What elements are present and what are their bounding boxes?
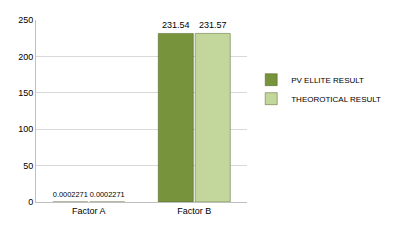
svg-text:231.54: 231.54 [162, 20, 190, 30]
svg-text:0.0002271: 0.0002271 [90, 190, 125, 199]
svg-text:100: 100 [18, 124, 33, 134]
svg-text:Factor B: Factor B [177, 206, 211, 216]
svg-text:200: 200 [18, 52, 33, 62]
svg-text:PV ELLITE RESULT: PV ELLITE RESULT [291, 76, 364, 85]
svg-text:231.57: 231.57 [199, 20, 227, 30]
svg-text:0.0002271: 0.0002271 [53, 190, 88, 199]
svg-text:50: 50 [23, 161, 33, 171]
svg-text:Factor A: Factor A [72, 206, 106, 216]
svg-text:THEOROTICAL RESULT: THEOROTICAL RESULT [291, 95, 381, 104]
svg-text:150: 150 [18, 88, 33, 98]
svg-text:250: 250 [18, 15, 33, 25]
svg-text:0: 0 [28, 197, 33, 207]
